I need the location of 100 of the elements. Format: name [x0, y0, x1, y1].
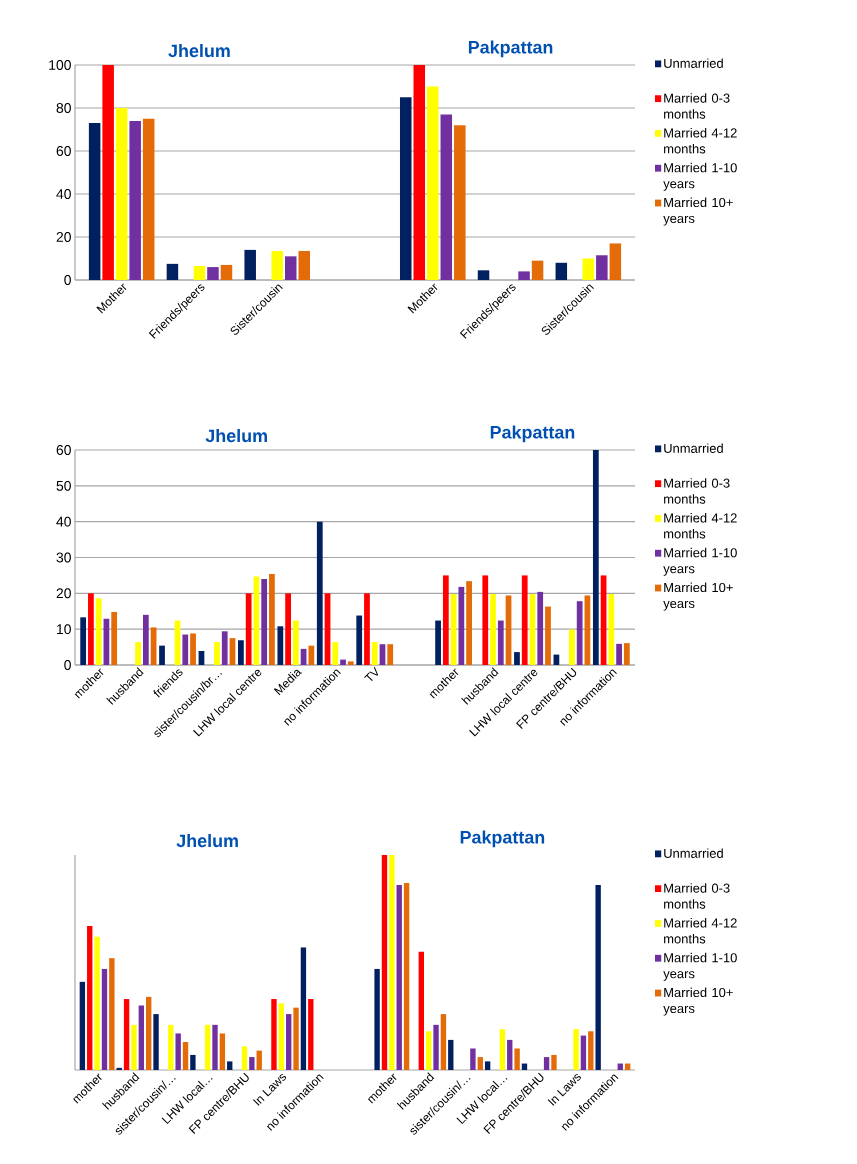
bar — [111, 611, 118, 665]
bar — [543, 1057, 550, 1070]
bar — [123, 999, 130, 1070]
bar — [551, 1054, 557, 1070]
text: Jhelum — [168, 43, 230, 58]
bar — [142, 614, 149, 665]
bar — [477, 1057, 483, 1070]
bar — [426, 1031, 432, 1070]
bar — [227, 1061, 233, 1070]
bar — [374, 968, 380, 1070]
bar — [298, 250, 311, 280]
bar — [271, 250, 283, 280]
bar — [596, 255, 608, 280]
legend-label: Married 1-10 years — [663, 547, 737, 576]
bar — [396, 885, 402, 1070]
bar — [153, 1014, 159, 1070]
bar — [168, 1024, 174, 1070]
bar — [418, 951, 425, 1070]
bar — [146, 996, 152, 1070]
bar — [131, 1024, 137, 1070]
bar — [484, 1061, 491, 1070]
bar — [308, 645, 315, 665]
bar — [238, 640, 244, 665]
bar — [573, 1029, 579, 1070]
text: Jhelum — [176, 834, 238, 848]
bar — [381, 854, 388, 1070]
bar — [545, 606, 551, 665]
bar — [531, 260, 544, 280]
bar — [249, 1057, 255, 1070]
bar — [576, 601, 583, 665]
bar — [371, 642, 378, 665]
bar — [440, 114, 453, 280]
bar — [95, 598, 102, 665]
bar — [190, 1054, 196, 1070]
bar — [440, 1014, 447, 1070]
bar — [413, 64, 426, 280]
y-tick-label: 30 — [56, 552, 71, 563]
bar — [190, 633, 196, 665]
bar — [101, 968, 108, 1070]
bar — [608, 594, 615, 665]
bar — [175, 1033, 181, 1070]
legend-label: Unmarried — [664, 58, 723, 68]
y-tick-label: 20 — [56, 588, 71, 599]
bar — [477, 270, 490, 280]
bar — [204, 1024, 211, 1070]
bar — [135, 642, 141, 665]
bar — [403, 882, 410, 1070]
bar — [94, 936, 100, 1070]
y-tick-label: 0 — [64, 275, 71, 285]
bar — [458, 586, 465, 665]
legend-label: Married 1-10 years — [663, 952, 737, 981]
bar — [256, 1050, 262, 1070]
bar — [518, 271, 530, 280]
y-tick-label: 50 — [56, 480, 71, 491]
bar — [347, 661, 354, 665]
bar — [102, 64, 114, 280]
bar — [580, 1035, 587, 1070]
legend-label: Married 4-12 months — [664, 918, 737, 944]
bar — [142, 118, 155, 280]
y-tick-label: 40 — [56, 516, 71, 527]
bar — [182, 1042, 189, 1070]
y-tick-label: 60 — [56, 445, 71, 455]
bar — [271, 999, 277, 1070]
bar — [193, 266, 206, 280]
bar — [212, 1024, 218, 1070]
bar — [138, 1005, 145, 1070]
legend-label: Unmarried — [664, 443, 723, 453]
bar — [582, 258, 595, 280]
bar — [442, 575, 449, 665]
bar — [497, 620, 504, 665]
text: Jhelum — [205, 429, 267, 443]
bar — [214, 642, 220, 665]
bar — [87, 925, 93, 1070]
bar — [521, 575, 528, 665]
bar — [159, 645, 165, 665]
legend-label: Married 0-3 months — [664, 93, 730, 119]
legend-label: Married 0-3 months — [664, 883, 730, 909]
bar — [207, 267, 219, 280]
bar — [166, 263, 179, 280]
x-tick-label: TV — [364, 666, 379, 682]
bar — [399, 97, 412, 280]
bar — [569, 629, 575, 665]
bar — [88, 593, 94, 665]
bar — [364, 593, 370, 665]
bar — [244, 249, 256, 280]
bar — [433, 1024, 439, 1070]
bar — [387, 644, 394, 665]
bar — [466, 581, 472, 665]
bar — [537, 591, 544, 665]
legend-label: Married 10+ years — [663, 987, 733, 1016]
bar — [316, 521, 323, 665]
bar — [616, 643, 622, 665]
legend-label: Married 10+ years — [663, 582, 733, 611]
bar — [278, 1003, 285, 1070]
bar — [293, 1007, 299, 1070]
bar — [245, 593, 252, 665]
bar — [448, 1039, 454, 1070]
bar — [499, 1029, 506, 1070]
bar — [220, 264, 233, 280]
bar — [427, 86, 439, 280]
